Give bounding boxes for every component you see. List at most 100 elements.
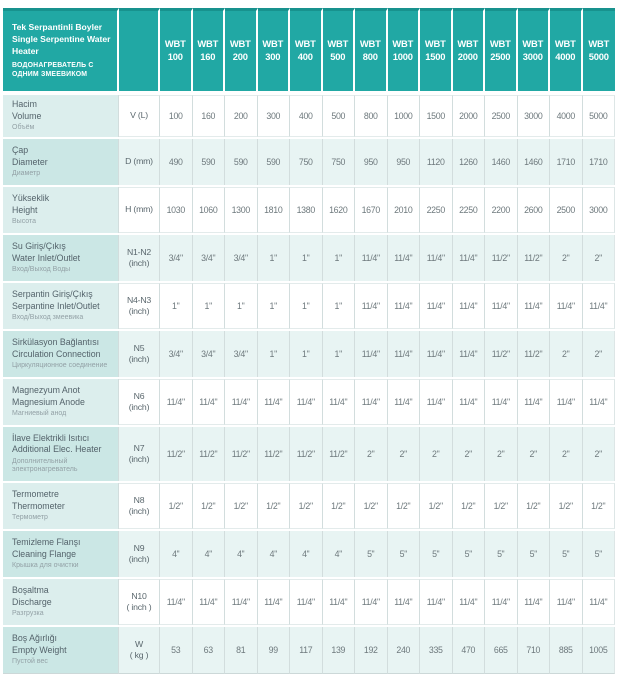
row-label-english: Additional Elec. Heater [12, 444, 102, 455]
model-header-5000: WBT 5000 [582, 8, 615, 93]
value-cell: 11/4" [485, 379, 518, 425]
value-cell: 2" [387, 427, 420, 481]
value-cell: 1060 [192, 187, 225, 233]
model-prefix: WBT [294, 38, 316, 50]
model-prefix: WBT [457, 38, 479, 50]
value-cell: 11/2" [160, 427, 193, 481]
value-cell: 1/2" [550, 483, 583, 529]
value-cell: 99 [257, 627, 290, 674]
value-cell: 1/2" [517, 483, 550, 529]
row-label: Yükseklik Height Высота [3, 187, 119, 233]
value-cell: 1/2" [420, 483, 453, 529]
value-cell: 2600 [517, 187, 550, 233]
model-header-100: WBT 100 [160, 8, 193, 93]
value-cell: 950 [387, 139, 420, 185]
value-cell: 1120 [420, 139, 453, 185]
value-cell: 4'' [322, 531, 355, 577]
value-cell: 5'' [517, 531, 550, 577]
value-cell: 590 [192, 139, 225, 185]
value-cell: 1/2" [387, 483, 420, 529]
value-cell: 1/2" [452, 483, 485, 529]
value-cell: 1" [257, 235, 290, 281]
unit-cell: N6 (inch) [119, 379, 160, 425]
table-row: Boş Ağırlığı Empty Weight Пустой вес W ( kg… [3, 627, 615, 674]
value-cell: 200 [225, 95, 258, 137]
table-row: Boşaltma Discharge Разгрузка N10 ( inch ) 11… [3, 579, 615, 625]
value-cell: 335 [420, 627, 453, 674]
row-label-english: Diameter [12, 156, 48, 167]
model-prefix: WBT [392, 38, 414, 50]
row-label-english: Thermometer [12, 500, 65, 511]
value-cell: 2" [485, 427, 518, 481]
value-cell: 300 [257, 95, 290, 137]
model-header-4000: WBT 4000 [550, 8, 583, 93]
value-cell: 2" [420, 427, 453, 481]
row-label-turkish: Temizleme Flanşı [12, 537, 81, 548]
value-cell: 11/4" [160, 579, 193, 625]
value-cell: 1300 [225, 187, 258, 233]
value-cell: 11/4" [485, 579, 518, 625]
value-cell: 4'' [160, 531, 193, 577]
value-cell: 2" [517, 427, 550, 481]
value-cell: 590 [257, 139, 290, 185]
value-cell: 3/4" [160, 331, 193, 377]
row-label-turkish: Serpantin Giriş/Çıkış [12, 289, 93, 300]
value-cell: 11/4" [550, 379, 583, 425]
table-body: Hacim Volume Объём V (L) 100 160 200 300 400 500 8… [3, 95, 615, 674]
value-cell: 4'' [225, 531, 258, 577]
value-cell: 11/2" [517, 235, 550, 281]
value-cell: 2" [582, 427, 615, 481]
unit-cell: V (L) [119, 95, 160, 137]
row-label-russian: Пустой вес [12, 657, 48, 665]
value-cell: 1" [290, 283, 323, 329]
value-cell: 11/4" [420, 379, 453, 425]
model-prefix: WBT [262, 38, 284, 50]
value-cell: 160 [192, 95, 225, 137]
value-cell: 3/4" [192, 235, 225, 281]
value-cell: 1/2" [192, 483, 225, 529]
value-cell: 1/2" [290, 483, 323, 529]
row-label-english: Circulation Connection [12, 348, 101, 359]
value-cell: 11/4" [452, 283, 485, 329]
value-cell: 11/4" [322, 379, 355, 425]
value-cell: 11/2" [290, 427, 323, 481]
row-label-turkish: Magnezyum Anot [12, 385, 80, 396]
value-cell: 1710 [550, 139, 583, 185]
value-cell: 1" [192, 283, 225, 329]
unit-cell: N1-N2 (inch) [119, 235, 160, 281]
value-cell: 800 [355, 95, 388, 137]
model-number: 400 [297, 51, 313, 62]
value-cell: 5'' [355, 531, 388, 577]
value-cell: 490 [160, 139, 193, 185]
value-cell: 63 [192, 627, 225, 674]
model-header-2000: WBT 2000 [452, 8, 485, 93]
value-cell: 470 [452, 627, 485, 674]
model-number: 500 [330, 51, 346, 62]
model-prefix: WBT [229, 38, 251, 50]
value-cell: 1/2" [160, 483, 193, 529]
value-cell: 81 [225, 627, 258, 674]
value-cell: 1/2" [355, 483, 388, 529]
value-cell: 1" [257, 283, 290, 329]
row-label-russian: Магниевый анод [12, 409, 67, 417]
value-cell: 11/4" [387, 283, 420, 329]
row-label: Termometre Thermometer Термометр [3, 483, 119, 529]
value-cell: 11/4" [517, 579, 550, 625]
model-number: 100 [167, 51, 183, 62]
row-label-russian: Высота [12, 217, 37, 225]
unit-cell: N9 (inch) [119, 531, 160, 577]
row-label: Boşaltma Discharge Разгрузка [3, 579, 119, 625]
title-russian: ВОДОНАГРЕВАТЕЛЬ С ОДНИМ ЗМЕЕВИКОМ [12, 61, 94, 79]
value-cell: 5'' [420, 531, 453, 577]
value-cell: 3000 [582, 187, 615, 233]
value-cell: 11/4" [387, 235, 420, 281]
row-label-russian: Крышка для очистки [12, 561, 79, 569]
value-cell: 3/4" [225, 331, 258, 377]
value-cell: 139 [322, 627, 355, 674]
value-cell: 11/2" [517, 331, 550, 377]
row-label: Hacim Volume Объём [3, 95, 119, 137]
value-cell: 11/4" [355, 283, 388, 329]
value-cell: 1810 [257, 187, 290, 233]
value-cell: 2250 [420, 187, 453, 233]
value-cell: 5'' [452, 531, 485, 577]
